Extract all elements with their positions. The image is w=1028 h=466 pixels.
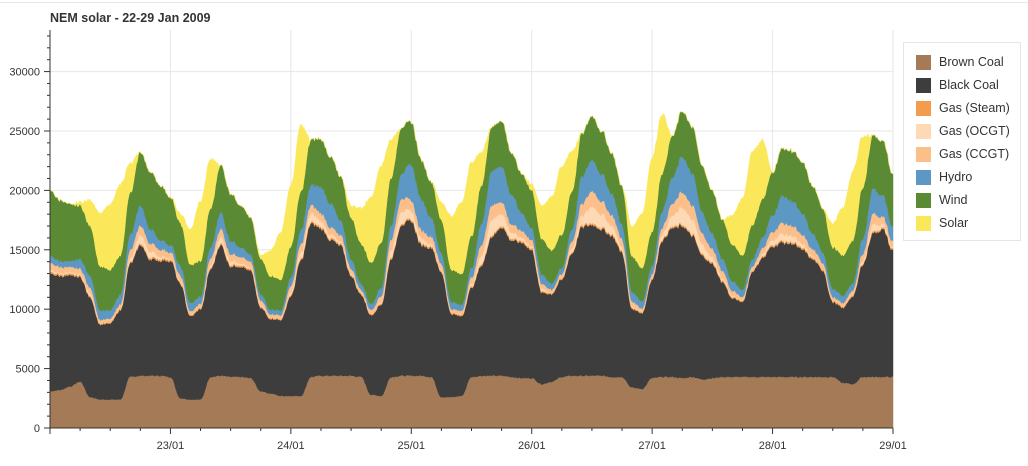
x-tick-label: 25/01	[398, 440, 426, 452]
x-tick-label: 27/01	[638, 440, 666, 452]
y-tick-label: 20000	[9, 185, 40, 197]
y-tick-label: 30000	[9, 67, 40, 79]
legend-label: Solar	[939, 216, 969, 230]
legend-label: Gas (CCGT)	[939, 147, 1010, 161]
legend-swatch	[916, 193, 931, 208]
y-axis: 0 5000 10000 15000 20000 25000 30000	[9, 30, 51, 435]
x-tick-label: 29/01	[879, 440, 907, 452]
legend-swatch	[916, 147, 931, 162]
legend-swatch	[916, 55, 931, 70]
top-border	[0, 2, 1028, 3]
area-series	[49, 111, 894, 429]
legend-swatch	[916, 101, 931, 116]
legend-label: Gas (Steam)	[939, 101, 1010, 115]
legend-swatch	[916, 216, 931, 231]
y-tick-label: 15000	[9, 245, 40, 257]
legend-swatch	[916, 170, 931, 185]
legend-swatch	[916, 124, 931, 139]
legend-label: Gas (OCGT)	[939, 124, 1010, 138]
area-solar	[49, 111, 894, 281]
x-tick-label: 24/01	[277, 440, 305, 452]
x-axis: 23/01 24/01 25/01 26/01 27/01 28/01 29/01	[49, 427, 907, 452]
y-tick-label: 10000	[9, 304, 40, 316]
x-tick-label: 26/01	[518, 440, 546, 452]
legend-label: Hydro	[939, 170, 973, 184]
legend-swatch	[916, 78, 931, 93]
legend-label: Wind	[939, 193, 968, 207]
y-tick-label: 25000	[9, 126, 40, 138]
y-tick-label: 5000	[16, 364, 40, 376]
legend: Brown Coal Black Coal Gas (Steam) Gas (OCGT…	[903, 42, 1021, 241]
x-tick-label: 28/01	[759, 440, 787, 452]
y-tick-label: 0	[34, 423, 40, 435]
legend-label: Black Coal	[939, 78, 999, 92]
x-tick-label: 23/01	[157, 440, 185, 452]
chart-title: NEM solar - 22-29 Jan 2009	[50, 11, 211, 25]
legend-label: Brown Coal	[939, 55, 1004, 69]
